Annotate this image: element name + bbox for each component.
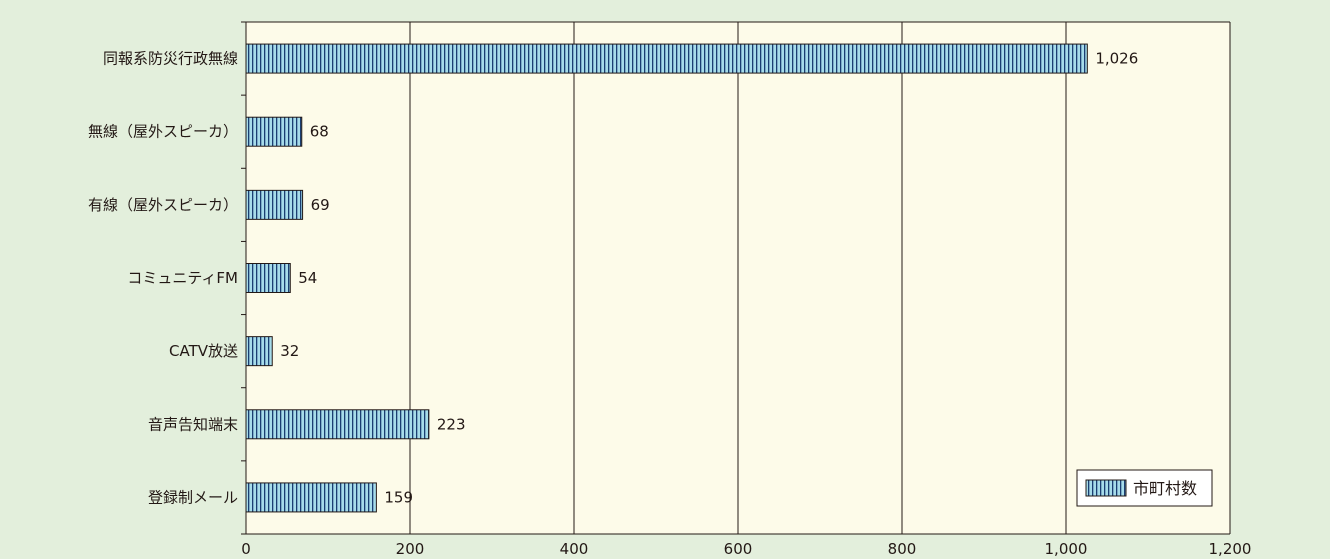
- category-label: 同報系防災行政無線: [103, 50, 238, 68]
- bars: [245, 43, 1088, 513]
- legend-swatch: [1085, 479, 1127, 497]
- bar: [245, 482, 377, 513]
- x-tick-label: 200: [396, 540, 425, 558]
- data-label: 69: [311, 196, 330, 214]
- data-label: 1,026: [1095, 50, 1138, 68]
- data-label: 54: [298, 269, 317, 287]
- category-label: 有線（屋外スピーカ）: [88, 196, 238, 214]
- category-label: コミュニティFM: [127, 269, 238, 287]
- category-label: 音声告知端末: [148, 415, 238, 433]
- data-label: 159: [384, 488, 413, 506]
- category-label: 無線（屋外スピーカ）: [88, 123, 238, 141]
- bar: [245, 189, 304, 220]
- gridlines: [246, 21, 1231, 534]
- x-tick-label: 1,200: [1209, 540, 1252, 558]
- legend-label: 市町村数: [1133, 479, 1197, 498]
- bar: [245, 409, 430, 440]
- x-tick-label: 0: [241, 540, 251, 558]
- bar: [245, 263, 291, 293]
- legend: 市町村数: [1076, 469, 1213, 507]
- bar: [245, 336, 273, 367]
- data-label: 68: [310, 123, 329, 141]
- x-tick-label: 400: [560, 540, 589, 558]
- bar: [245, 116, 303, 147]
- x-tick-label: 1,000: [1045, 540, 1088, 558]
- data-label: 32: [280, 342, 299, 360]
- x-tick-label: 600: [724, 540, 753, 558]
- data-label: 223: [437, 415, 466, 433]
- category-label: CATV放送: [169, 342, 238, 360]
- axes: [241, 21, 1230, 535]
- x-tick-label: 800: [888, 540, 917, 558]
- labels: 0 200 400 600 800 1,000 1,200 同報系防災行政無線 1,026 無線（…: [88, 50, 1251, 558]
- bar: [245, 43, 1088, 74]
- category-label: 登録制メール: [148, 488, 238, 506]
